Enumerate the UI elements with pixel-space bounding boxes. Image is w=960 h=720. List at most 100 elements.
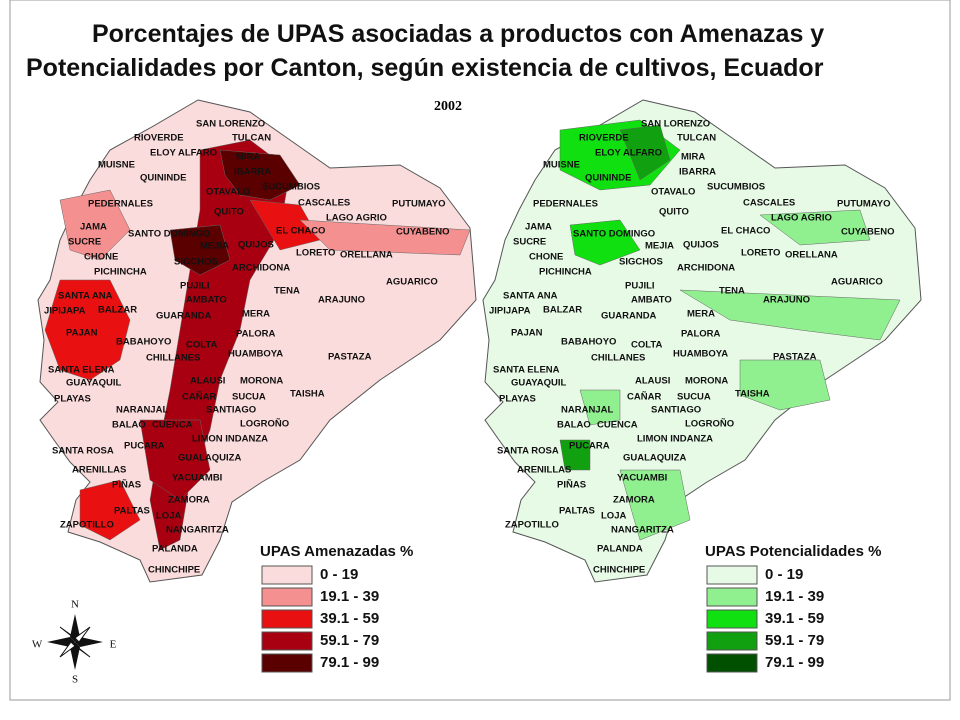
legend-label: 39.1 - 59 — [765, 610, 824, 627]
canton-label: BALZAR — [98, 305, 137, 316]
legend-swatch — [706, 565, 758, 585]
canton-label: ZAMORA — [613, 495, 655, 506]
canton-label: PALORA — [236, 329, 276, 340]
legend-label: 59.1 - 79 — [320, 632, 379, 649]
legend-swatch — [706, 587, 758, 607]
canton-label: AGUARICO — [386, 277, 438, 288]
canton-label: PLAYAS — [499, 394, 536, 405]
canton-label: PICHINCHA — [94, 267, 147, 278]
legend-label: 19.1 - 39 — [320, 588, 379, 605]
canton-label: SANTA ANA — [503, 291, 558, 302]
canton-label: PUJILI — [625, 281, 655, 292]
canton-region — [559, 439, 591, 471]
canton-label: PAJAN — [511, 328, 543, 339]
canton-label: LOGROÑO — [240, 419, 289, 430]
canton-label: PUJILI — [180, 281, 210, 292]
year: 2002 — [434, 99, 462, 114]
canton-label: GUAYAQUIL — [511, 378, 566, 389]
legend-label: 59.1 - 79 — [765, 632, 824, 649]
title-line: Porcentajes de UPAS asociadas a producto… — [92, 20, 824, 48]
title-line: Potencialidades por Canton, según existe… — [26, 54, 824, 82]
canton-label: SUCRE — [68, 237, 101, 248]
legend-swatch — [261, 565, 313, 585]
canton-label: ZAPOTILLO — [60, 520, 114, 531]
canton-label: GUAYAQUIL — [66, 378, 121, 389]
canton-label: ARAJUNO — [763, 295, 810, 306]
legend-swatch — [706, 609, 758, 629]
canton-label: CUENCA — [597, 420, 638, 431]
canton-region — [569, 219, 641, 266]
canton-label: EL CHACO — [276, 226, 325, 237]
legend-swatch — [261, 609, 313, 629]
legend-label: 79.1 - 99 — [320, 654, 379, 671]
canton-label: SANTA ROSA — [52, 446, 114, 457]
canton-label: YACUAMBI — [617, 473, 667, 484]
canton-label: ORELLANA — [340, 250, 393, 261]
canton-label: PLAYAS — [54, 394, 91, 405]
canton-label: BALAO — [112, 420, 146, 431]
legend-swatch — [706, 631, 758, 651]
canton-label: OTAVALO — [206, 187, 250, 198]
canton-label: QUITO — [214, 207, 244, 218]
canton-label: IBARRA — [679, 167, 716, 178]
canton-label: TULCAN — [232, 133, 271, 144]
canton-label: SUCUMBIOS — [707, 182, 765, 193]
canton-label: GUARANDA — [156, 311, 212, 322]
maps: SAN LORENZO RIOVERDE TULCAN ELOY ALFARO MIRA… — [37, 99, 922, 673]
canton-label: QUIJOS — [683, 240, 719, 251]
canton-label: PIÑAS — [112, 480, 141, 491]
canton-label: SANTO DOMINGO — [128, 229, 210, 240]
canton-region — [139, 419, 211, 501]
frame — [9, 0, 951, 701]
canton-label: RIOVERDE — [134, 133, 184, 144]
canton-label: LIMON INDANZA — [637, 434, 713, 445]
compass-w: W — [32, 639, 43, 651]
legend-title: UPAS Amenazadas % — [260, 543, 413, 560]
canton-label: CHILLANES — [591, 353, 645, 364]
canton-label: CAÑAR — [627, 392, 661, 403]
canton-label: ELOY ALFARO — [595, 148, 662, 159]
canton-label: LAGO AGRIO — [326, 213, 387, 224]
canton-label: QUIJOS — [238, 240, 274, 251]
compass-s: S — [72, 674, 78, 686]
canton-region — [619, 469, 691, 541]
legend-label: 0 - 19 — [765, 566, 803, 583]
canton-label: CUYABENO — [396, 227, 450, 238]
canton-region — [619, 124, 671, 181]
canton-label: LOJA — [601, 511, 626, 522]
canton-label: JIPIJAPA — [44, 306, 86, 317]
legend-title: UPAS Potencialidades % — [705, 543, 881, 560]
canton-label: ARAJUNO — [318, 295, 365, 306]
canton-label: PIÑAS — [557, 480, 586, 491]
canton-label: MIRA — [681, 152, 705, 163]
canton-label: SIGCHOS — [174, 257, 218, 268]
canton-label: CASCALES — [743, 198, 795, 209]
canton-label: COLTA — [186, 340, 217, 351]
canton-label: RIOVERDE — [579, 133, 629, 144]
canton-label: MORONA — [240, 376, 283, 387]
canton-label: JAMA — [80, 222, 107, 233]
canton-label: JAMA — [525, 222, 552, 233]
compass-rose: N S W E — [32, 599, 117, 686]
canton-label: NARANJAL — [561, 405, 613, 416]
canton-region — [44, 279, 131, 381]
map: SAN LORENZO RIOVERDE TULCAN ELOY ALFARO MIRA… — [37, 99, 477, 673]
canton-label: MEJIA — [645, 241, 674, 252]
canton-label: IBARRA — [234, 167, 271, 178]
canton-label: CHINCHIPE — [593, 565, 645, 576]
canton-label: SUCRE — [513, 237, 546, 248]
canton-label: EL CHACO — [721, 226, 770, 237]
legend-swatch — [706, 653, 758, 673]
canton-label: PUTUMAYO — [837, 199, 891, 210]
canton-label: PICHINCHA — [539, 267, 592, 278]
canton-label: SANTIAGO — [206, 405, 256, 416]
canton-label: TENA — [719, 286, 745, 297]
canton-label: MUISNE — [98, 160, 135, 171]
canton-label: MERA — [687, 309, 715, 320]
canton-label: SANTIAGO — [651, 405, 701, 416]
legend-swatch — [261, 653, 313, 673]
canton-label: PEDERNALES — [533, 199, 598, 210]
canton-label: SUCUA — [232, 392, 266, 403]
canton-label: ORELLANA — [785, 250, 838, 261]
